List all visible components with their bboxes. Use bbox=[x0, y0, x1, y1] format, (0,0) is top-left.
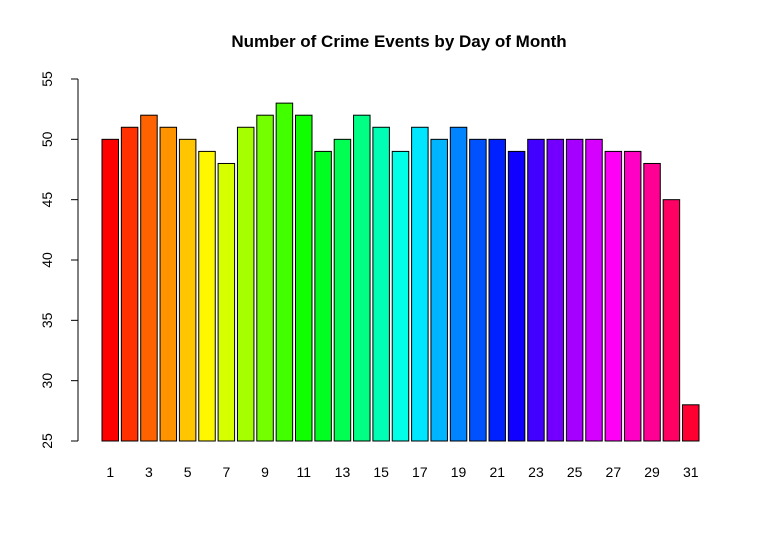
x-tick-label: 25 bbox=[567, 464, 583, 480]
bar-day-12 bbox=[314, 150, 332, 442]
x-tick-label: 13 bbox=[335, 464, 351, 480]
bar-day-6 bbox=[198, 150, 216, 442]
bar-day-26 bbox=[585, 138, 603, 442]
bars bbox=[101, 102, 700, 442]
bar-day-5 bbox=[178, 138, 197, 442]
y-tick-label: 30 bbox=[39, 373, 55, 389]
x-tick-label: 17 bbox=[412, 464, 428, 480]
bar-day-30 bbox=[662, 199, 681, 442]
bar-day-17 bbox=[411, 126, 429, 442]
bar-day-27 bbox=[604, 150, 623, 442]
y-tick-label: 35 bbox=[39, 312, 55, 328]
bar-day-28 bbox=[623, 150, 642, 442]
x-tick-label: 21 bbox=[489, 464, 505, 480]
x-tick-label: 3 bbox=[145, 464, 153, 480]
x-tick-label: 23 bbox=[528, 464, 544, 480]
y-tick-label: 55 bbox=[39, 71, 55, 87]
x-tick-label: 29 bbox=[644, 464, 660, 480]
y-tick-label: 45 bbox=[39, 192, 55, 208]
bar-day-23 bbox=[527, 138, 545, 442]
x-tick-label: 7 bbox=[222, 464, 230, 480]
bar-day-29 bbox=[643, 162, 661, 442]
bar-day-18 bbox=[430, 138, 448, 442]
y-tick-label: 50 bbox=[39, 131, 55, 147]
x-tick-label: 5 bbox=[184, 464, 192, 480]
bar-day-3 bbox=[140, 114, 158, 442]
bar-day-19 bbox=[449, 126, 468, 442]
y-tick-label: 40 bbox=[39, 252, 55, 268]
bar-day-14 bbox=[353, 114, 371, 442]
bar-day-1 bbox=[101, 138, 119, 442]
bar-day-20 bbox=[469, 138, 487, 442]
bar-day-22 bbox=[507, 150, 526, 442]
bar-day-4 bbox=[159, 126, 178, 442]
bar-day-24 bbox=[546, 138, 565, 442]
x-axis-labels: 1 3 5 7 9 11 13 15 17 19 21 23 25 27 29 31 bbox=[106, 464, 698, 480]
bar-day-31 bbox=[682, 404, 700, 442]
bar-day-8 bbox=[236, 126, 255, 442]
bar-day-9 bbox=[256, 114, 274, 442]
x-tick-label: 1 bbox=[106, 464, 114, 480]
bar-day-16 bbox=[391, 150, 410, 442]
x-tick-label: 9 bbox=[261, 464, 269, 480]
bar-day-13 bbox=[333, 138, 352, 442]
chart-title: Number of Crime Events by Day of Month bbox=[231, 32, 566, 51]
x-tick-label: 27 bbox=[606, 464, 622, 480]
bar-day-7 bbox=[217, 162, 236, 442]
bar-day-15 bbox=[372, 126, 390, 442]
x-tick-label: 11 bbox=[296, 464, 311, 480]
bar-day-2 bbox=[120, 126, 139, 442]
bar-day-10 bbox=[275, 102, 294, 442]
bar-day-11 bbox=[295, 114, 313, 442]
y-axis: 25 30 35 40 45 50 55 bbox=[39, 71, 79, 449]
bar-day-25 bbox=[565, 138, 584, 442]
bar-day-21 bbox=[488, 138, 506, 442]
x-tick-label: 15 bbox=[373, 464, 389, 480]
y-tick-label: 25 bbox=[39, 433, 55, 449]
x-tick-label: 19 bbox=[451, 464, 467, 480]
x-tick-label: 31 bbox=[683, 464, 699, 480]
